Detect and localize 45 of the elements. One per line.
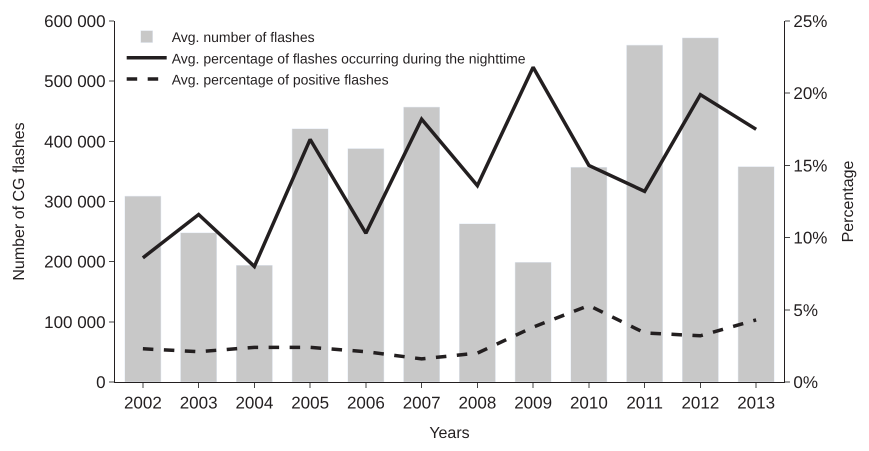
x-tick-label: 2010 bbox=[570, 393, 608, 412]
y2-tick-label: 0% bbox=[793, 372, 818, 392]
x-tick-label: 2012 bbox=[681, 393, 720, 412]
bar bbox=[180, 232, 217, 382]
y2-tick-label: 20% bbox=[793, 84, 828, 104]
y-tick-label: 500 000 bbox=[44, 72, 106, 92]
y-tick-label: 400 000 bbox=[44, 132, 106, 152]
y2-tick-label: 15% bbox=[793, 156, 828, 176]
bar bbox=[626, 44, 663, 382]
legend-label: Avg. percentage of flashes occurring during the nighttime bbox=[172, 50, 526, 66]
y-axis-title: Number of CG flashes bbox=[11, 122, 28, 281]
line-series bbox=[141, 65, 758, 268]
legend-label: Avg. percentage of positive flashes bbox=[172, 71, 389, 88]
x-tick-label: 2006 bbox=[346, 393, 385, 412]
x-tick-label: 2007 bbox=[402, 393, 441, 412]
bar bbox=[403, 106, 440, 382]
x-tick-label: 2008 bbox=[458, 393, 496, 412]
y-tick-label: 600 000 bbox=[44, 12, 106, 31]
bar bbox=[348, 148, 384, 382]
x-tick-label: 2002 bbox=[124, 393, 162, 412]
y2-tick-label: 10% bbox=[793, 228, 828, 248]
x-tick-label: 2005 bbox=[291, 393, 330, 412]
x-tick-label: 2004 bbox=[235, 393, 274, 412]
y-tick-label: 100 000 bbox=[44, 312, 106, 332]
y-tick-label: 300 000 bbox=[44, 192, 106, 212]
bar bbox=[570, 166, 608, 382]
bar bbox=[514, 262, 552, 382]
bar bbox=[738, 166, 774, 382]
legend-label: Avg. number of flashes bbox=[172, 29, 315, 46]
bar bbox=[236, 265, 273, 382]
x-tick-label: 2003 bbox=[180, 393, 218, 412]
y2-tick-label: 5% bbox=[793, 300, 818, 320]
x-tick-label: 2013 bbox=[737, 393, 776, 412]
y-tick-label: 0 bbox=[96, 372, 106, 392]
y-tick-label: 200 000 bbox=[44, 252, 106, 272]
y2-tick-label: 25% bbox=[793, 12, 828, 31]
bar bbox=[124, 196, 162, 382]
x-tick-label: 2009 bbox=[514, 393, 552, 412]
y2-axis-title: Percentage bbox=[840, 160, 858, 242]
bar bbox=[459, 224, 496, 382]
bar bbox=[292, 128, 328, 382]
x-tick-label: 2011 bbox=[626, 393, 663, 412]
bar bbox=[682, 38, 719, 382]
line-series bbox=[141, 304, 758, 361]
x-axis-title: Years bbox=[429, 425, 470, 442]
